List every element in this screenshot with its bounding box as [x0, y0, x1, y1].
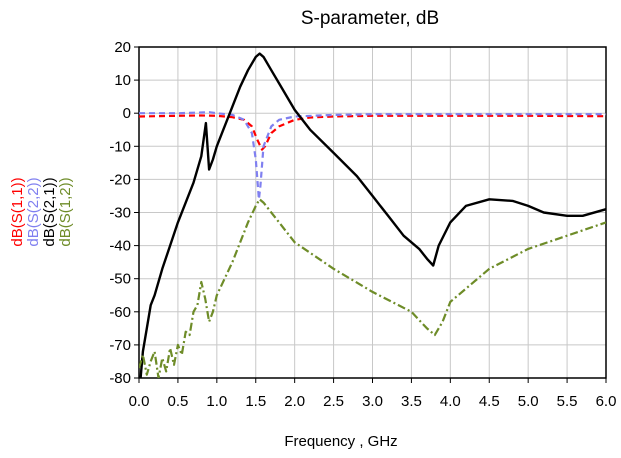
y-axis-ticks: 20 10 0 -10 -20 -30 -40 -50 -60 -70 -80: [109, 39, 139, 387]
legend: dB(S(1,1)) dB(S(2,2)) dB(S(2,1)) dB(S(1,2)): [9, 177, 74, 246]
series-lines: [139, 52, 606, 378]
x-tick-label: 1.5: [245, 393, 266, 410]
y-tick-label: -30: [109, 205, 131, 222]
y-tick-label: -80: [109, 370, 131, 387]
legend-entry: dB(S(2,2)): [25, 177, 42, 246]
y-tick-label: 10: [114, 72, 131, 89]
x-tick-label: 0.0: [129, 393, 150, 410]
chart-title: S-parameter, dB: [301, 8, 439, 29]
y-tick-label: -50: [109, 271, 131, 288]
grid: [138, 46, 607, 379]
legend-entry: dB(S(2,1)): [41, 177, 58, 246]
legend-entry: dB(S(1,1)): [9, 177, 26, 246]
x-axis-ticks: 0.0 0.5 1.0 1.5 2.0 2.5 3.0 3.5 4.0 4.5 5.0 5.5 6.0: [129, 378, 617, 410]
series-line-db-s-2-2: [139, 111, 606, 201]
x-tick-label: 5.0: [518, 393, 539, 410]
series-line-db-s-1-1: [139, 114, 606, 151]
y-tick-label: 0: [123, 105, 131, 122]
y-tick-label: -60: [109, 304, 131, 321]
y-tick-label: -10: [109, 138, 131, 155]
x-tick-label: 4.0: [440, 393, 461, 410]
x-tick-label: 5.5: [557, 393, 578, 410]
y-tick-label: -70: [109, 337, 131, 354]
x-tick-label: 4.5: [479, 393, 500, 410]
y-tick-label: -20: [109, 171, 131, 188]
y-tick-label: -40: [109, 238, 131, 255]
x-tick-label: 0.5: [167, 393, 188, 410]
y-tick-label: 20: [114, 39, 131, 56]
x-tick-label: 2.5: [323, 393, 344, 410]
legend-entry: dB(S(1,2)): [57, 177, 74, 246]
series-line-db-s-1-2: [139, 198, 606, 378]
series-line-db-s-2-1: [139, 52, 606, 378]
x-tick-label: 3.5: [401, 393, 422, 410]
x-tick-label: 3.0: [362, 393, 383, 410]
x-axis-label: Frequency , GHz: [284, 433, 397, 450]
x-tick-label: 2.0: [284, 393, 305, 410]
x-tick-label: 6.0: [596, 393, 617, 410]
x-tick-label: 1.0: [206, 393, 227, 410]
